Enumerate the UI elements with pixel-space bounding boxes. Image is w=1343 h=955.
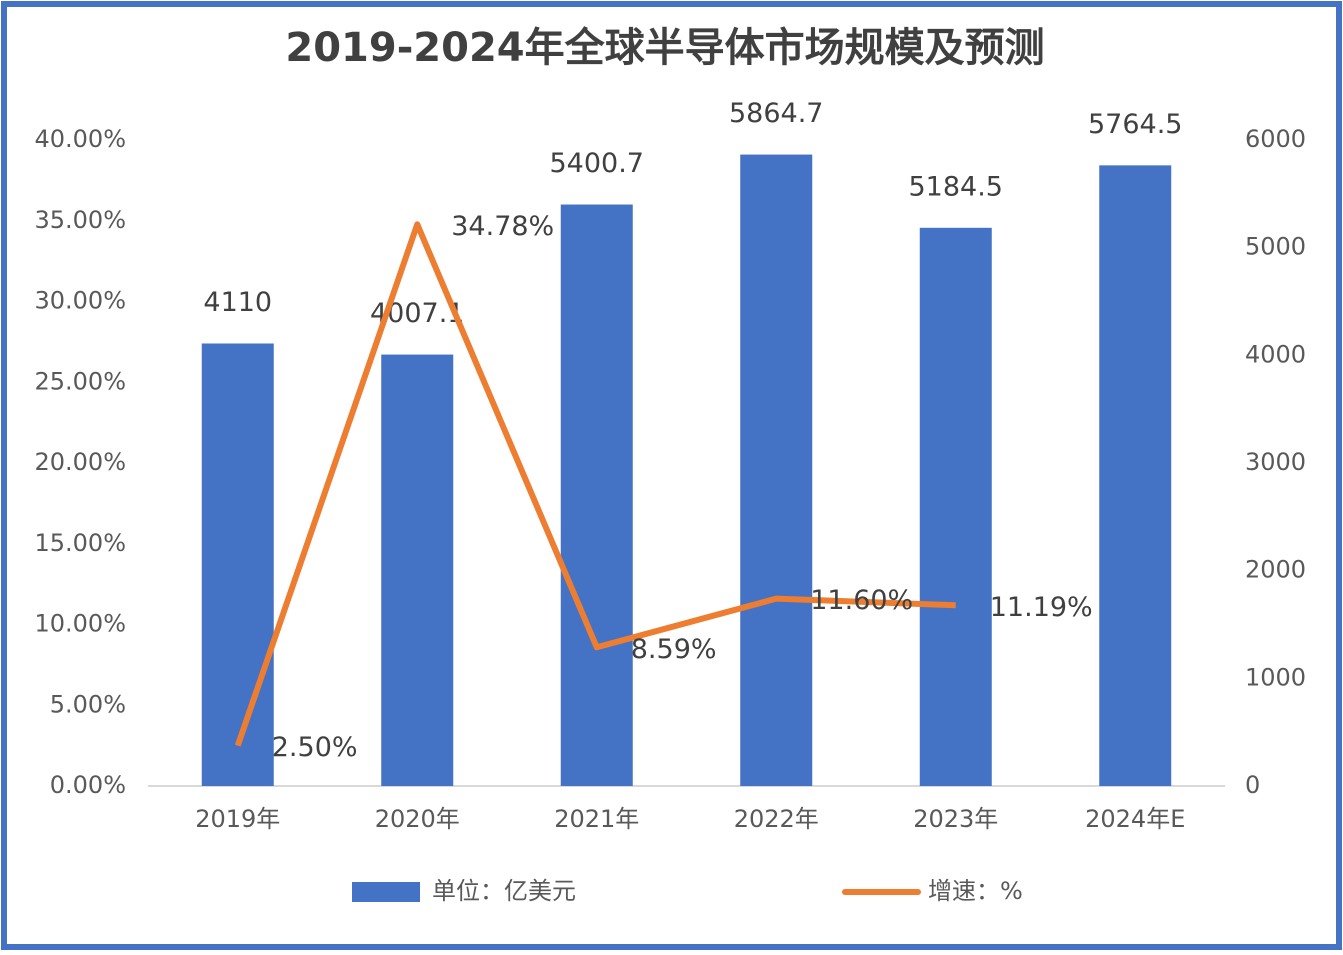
bar (560, 204, 633, 786)
y2-tick-label: 0 (1245, 771, 1260, 799)
data-label: 11.60% (810, 585, 913, 616)
y2-tick-label: 3000 (1245, 448, 1306, 476)
y-tick-label: 0.00% (50, 771, 126, 799)
y2-tick-label: 1000 (1245, 663, 1306, 691)
bar (1099, 165, 1172, 787)
x-tick-label: 2022年 (734, 805, 819, 833)
legend-swatch (352, 882, 420, 902)
bar (740, 154, 813, 786)
legend-label: 增速：% (928, 877, 1023, 905)
y-tick-label: 40.00% (34, 125, 126, 153)
data-label: 11.19% (990, 592, 1093, 623)
bar (381, 354, 454, 786)
line (234, 221, 956, 747)
y-tick-label: 15.00% (34, 529, 126, 557)
bar (201, 343, 274, 786)
y2-tick-label: 5000 (1245, 233, 1306, 261)
y2-tick-label: 2000 (1245, 556, 1306, 584)
data-label: 5400.7 (550, 148, 644, 179)
x-tick-label: 2019年 (195, 805, 280, 833)
legend-label: 单位：亿美元 (432, 877, 576, 905)
data-label: 34.78% (451, 211, 554, 242)
bar (919, 227, 992, 786)
x-tick-label: 2023年 (913, 805, 998, 833)
y-tick-label: 5.00% (50, 690, 126, 718)
data-label: 8.59% (631, 634, 717, 665)
x-tick-label: 2021年 (554, 805, 639, 833)
y-tick-label: 35.00% (34, 206, 126, 234)
y-tick-label: 30.00% (34, 287, 126, 315)
y-tick-label: 25.00% (34, 367, 126, 395)
x-tick-label: 2024年E (1085, 805, 1185, 833)
data-label: 4110 (203, 287, 272, 318)
data-label: 2.50% (272, 732, 358, 763)
chart-title: 2019-2024年全球半导体市场规模及预测 (285, 25, 1044, 71)
data-label: 5184.5 (909, 171, 1003, 202)
y-tick-label: 20.00% (34, 448, 126, 476)
y2-tick-label: 6000 (1245, 125, 1306, 153)
data-label: 5764.5 (1088, 109, 1182, 140)
data-label: 5864.7 (729, 98, 823, 129)
x-tick-label: 2020年 (375, 805, 460, 833)
y-tick-label: 10.00% (34, 610, 126, 638)
y2-tick-label: 4000 (1245, 340, 1306, 368)
